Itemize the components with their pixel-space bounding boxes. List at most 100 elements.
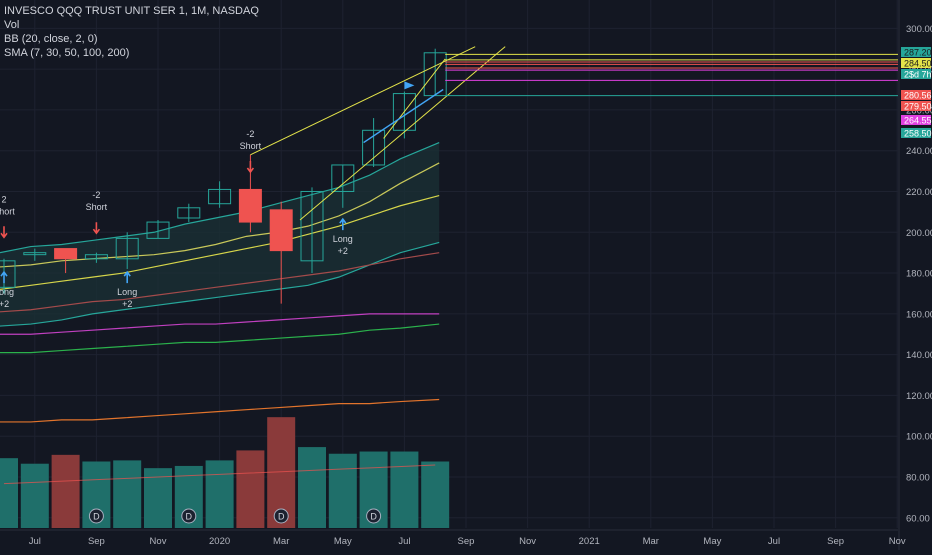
short-signal-arrow[interactable] [92, 222, 101, 235]
dividend-marker-label: D [278, 512, 285, 522]
long-signal-arrow[interactable] [123, 270, 131, 284]
time-axis-tick-label: Nov [150, 536, 167, 547]
price-label-tag[interactable] [901, 90, 931, 100]
volume-bar [298, 447, 326, 528]
short-signal-label: 2 [1, 194, 6, 204]
price-axis-tick-label: 60.00 [906, 513, 930, 524]
candle-body-up[interactable] [300, 190, 324, 262]
trend-line-channel[interactable] [383, 58, 446, 139]
long-signal-label: Long [0, 287, 14, 297]
price-label-text: 264.55 [904, 116, 932, 126]
price-label-text: 2$d 7h [904, 70, 932, 80]
projection-arrow-head[interactable] [404, 81, 415, 90]
sma-50-line [0, 313, 440, 335]
short-signal-label: -2 [92, 190, 100, 200]
candle-body-up[interactable] [177, 207, 201, 219]
time-axis-tick-label: May [334, 536, 352, 547]
dividend-marker[interactable] [181, 508, 197, 524]
price-axis-tick-label: 300.00 [906, 24, 932, 35]
sma-200-line [0, 398, 440, 423]
time-axis-tick-label: Nov [519, 536, 536, 547]
candle-body-up[interactable] [331, 164, 355, 192]
dividend-marker[interactable] [273, 508, 289, 524]
bb-lower-line [0, 241, 440, 327]
dividend-marker[interactable] [88, 508, 104, 524]
time-axis-tick-label: Jul [29, 536, 41, 547]
volume-ma-line [3, 464, 436, 485]
candle-body-up[interactable] [115, 237, 139, 260]
long-signal-label: +2 [122, 299, 132, 309]
short-signal-label: Short [86, 202, 108, 212]
price-label-tag[interactable] [901, 47, 931, 57]
price-axis-tick-label: 160.00 [906, 309, 932, 320]
volume-bar [390, 451, 419, 528]
projection-arrow-line[interactable] [363, 88, 444, 144]
price-axis-tick-label: 120.00 [906, 391, 932, 402]
short-signal-label: Short [0, 206, 15, 216]
candle-body-up[interactable] [23, 252, 47, 256]
short-signal-arrow[interactable] [0, 226, 8, 239]
volume-bar [205, 460, 234, 528]
time-axis-tick-label: Sep [458, 536, 475, 547]
candle-body-down[interactable] [269, 209, 293, 252]
bollinger-band-fill [0, 142, 440, 327]
sma-indicator-label[interactable]: SMA (7, 30, 50, 100, 200) [4, 47, 130, 59]
long-signal-label: Long [333, 234, 353, 244]
trend-line-upper[interactable] [250, 46, 476, 156]
volume-bar [421, 461, 450, 528]
price-label-tag[interactable] [901, 58, 931, 68]
price-axis-tick-label: 100.00 [906, 432, 932, 443]
price-label-tag[interactable] [901, 115, 931, 125]
trend-line-lower[interactable] [299, 46, 506, 221]
candle-body-up[interactable] [362, 129, 386, 166]
volume-bar [51, 454, 80, 528]
price-axis-tick-label: 140.00 [906, 350, 932, 361]
candle-body-up[interactable] [146, 221, 170, 239]
long-signal-label: Long [117, 287, 137, 297]
long-signal-arrow[interactable] [0, 270, 8, 284]
bb-upper-line [0, 141, 440, 254]
bollinger-bands-label[interactable]: BB (20, close, 2, 0) [4, 33, 98, 45]
bb-basis-line [0, 194, 440, 290]
volume-bar [0, 458, 18, 528]
price-axis-tick-label: 180.00 [906, 269, 932, 280]
price-label-text: 287.20 [904, 48, 932, 58]
dividend-marker-label: D [93, 512, 100, 522]
dividend-marker[interactable] [366, 508, 382, 524]
dividend-marker-label: D [186, 512, 193, 522]
time-axis-tick-label: Mar [643, 536, 659, 547]
time-axis-tick-label: Jul [768, 536, 780, 547]
symbol-title[interactable]: INVESCO QQQ TRUST UNIT SER 1, 1M, NASDAQ [4, 5, 259, 17]
short-signal-arrow[interactable] [246, 161, 255, 174]
dividend-marker-label: D [370, 512, 377, 522]
volume-bar [144, 468, 172, 528]
candle-body-up[interactable] [0, 260, 16, 288]
candle-body-up[interactable] [84, 254, 108, 260]
time-axis-tick-label: Nov [889, 536, 906, 547]
price-label-text: 284.50 [904, 59, 932, 69]
candle-body-up[interactable] [392, 93, 416, 131]
time-axis-tick-label: Jul [398, 536, 410, 547]
candle-body-down[interactable] [238, 188, 262, 223]
price-axis-tick-label: 80.00 [906, 473, 930, 484]
price-axis-tick-label: 220.00 [906, 187, 932, 198]
long-signal-arrow[interactable] [339, 217, 347, 231]
time-axis-tick-label: Sep [827, 536, 844, 547]
price-axis-tick-label: 240.00 [906, 146, 932, 157]
price-label-text: 279.50 [904, 102, 932, 112]
price-axis-tick-label: 200.00 [906, 228, 932, 239]
volume-indicator-label[interactable]: Vol [4, 19, 20, 31]
price-label-tag[interactable] [901, 69, 931, 79]
price-label-tag[interactable] [901, 101, 931, 111]
price-label-tag[interactable] [901, 128, 931, 138]
short-signal-label: -2 [246, 129, 254, 139]
sma-7-line [0, 162, 440, 268]
time-axis-tick-label: May [703, 536, 721, 547]
candle-body-up[interactable] [208, 188, 232, 205]
sma-30-line [0, 252, 440, 313]
candle-body-down[interactable] [54, 248, 78, 260]
short-signal-label: Short [240, 141, 262, 151]
long-signal-label: +2 [0, 299, 9, 309]
